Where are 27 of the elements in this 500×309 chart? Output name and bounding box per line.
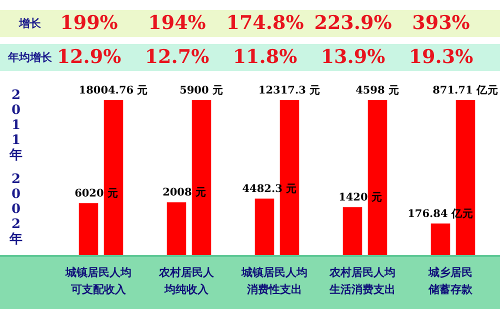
text: 174.8% [225,11,305,36]
text: 199% [59,11,119,36]
text: 223.9% [313,11,393,36]
text: 12.9% [56,46,122,68]
data-label: 871.71 亿元 [432,84,498,96]
text: 2002年 [9,172,23,247]
data-label: 4598 元 [356,84,400,96]
x-axis-title: 农村居民人均生活消费支出 [328,265,396,298]
data-label: 2008 元 [162,186,206,199]
data-label: 18004.76 元 [78,84,148,96]
x-axis-title: 城镇居民人均可支配收入 [64,265,132,298]
data-label: 1420 元 [338,192,382,204]
text: 13.9% [320,45,386,70]
text: 194% [147,11,207,36]
data-label: 6020 元 [74,188,118,200]
text: 19.3% [408,45,474,70]
text: 11.8% [232,45,298,70]
data-label: 12317.3 元 [258,84,321,96]
x-axis-title: 城乡居民储蓄存款 [427,265,474,298]
text: 2011年 [9,88,23,163]
text: 393% [411,11,471,36]
text: 12.7% [144,45,210,70]
data-label: 5900 元 [180,84,224,96]
text: 年均增长 [8,51,52,64]
x-axis-title: 城镇居民人均消费性支出 [240,265,308,298]
text: 增长 [18,16,42,32]
x-axis-title: 农村居民人均纯收入 [158,265,215,298]
